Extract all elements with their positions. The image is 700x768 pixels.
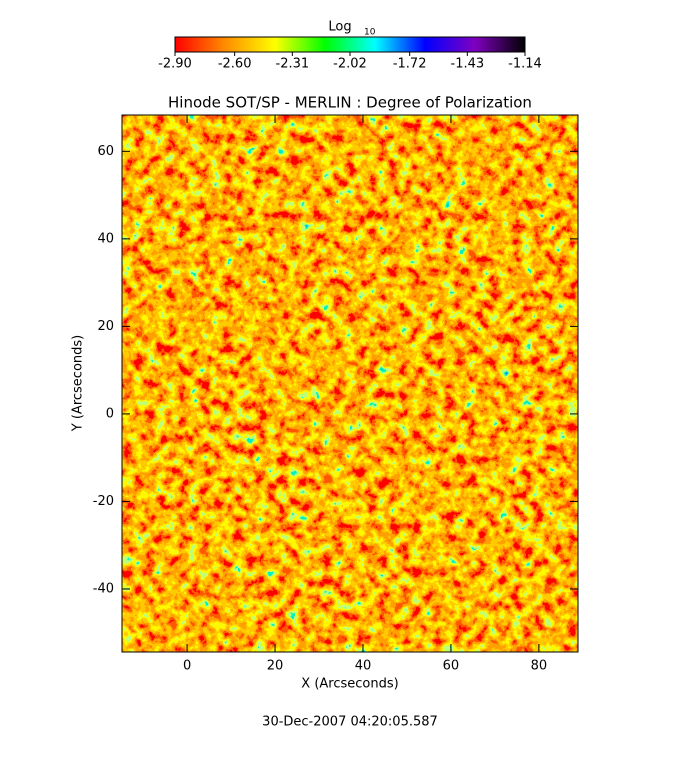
x-tick-label: 80 bbox=[531, 659, 548, 674]
colorbar bbox=[174, 36, 526, 53]
x-tick-label: 0 bbox=[183, 659, 191, 674]
colorbar-tick-label: -1.14 bbox=[508, 57, 542, 72]
footnote: 30-Dec-2007 04:20:05.587 bbox=[262, 715, 438, 730]
colorbar-tick-label: -2.60 bbox=[218, 57, 252, 72]
chart-title: Hinode SOT/SP - MERLIN : Degree of Polar… bbox=[168, 94, 532, 112]
y-tick-label: -40 bbox=[93, 581, 114, 596]
y-tick-label: 20 bbox=[97, 319, 114, 334]
x-axis-label: X (Arcseconds) bbox=[301, 677, 398, 692]
colorbar-tick-label: -2.31 bbox=[276, 57, 310, 72]
y-tick-label: 40 bbox=[97, 231, 114, 246]
polarization-map bbox=[122, 115, 578, 652]
colorbar-title: Log bbox=[328, 20, 351, 35]
colorbar-tick-label: -2.90 bbox=[158, 57, 192, 72]
y-tick-label: -20 bbox=[93, 494, 114, 509]
x-tick-label: 20 bbox=[267, 659, 284, 674]
y-axis-label: Y (Arcseconds) bbox=[71, 335, 86, 432]
colorbar-title-subscript: 10 bbox=[364, 28, 376, 38]
colorbar-tick-label: -2.02 bbox=[333, 57, 367, 72]
x-tick-label: 40 bbox=[355, 659, 372, 674]
colorbar-tick-label: -1.43 bbox=[451, 57, 485, 72]
y-tick-label: 0 bbox=[106, 406, 114, 421]
y-tick-label: 60 bbox=[97, 144, 114, 159]
x-tick-label: 60 bbox=[443, 659, 460, 674]
colorbar-tick-label: -1.72 bbox=[393, 57, 427, 72]
plot-frame bbox=[121, 114, 579, 653]
